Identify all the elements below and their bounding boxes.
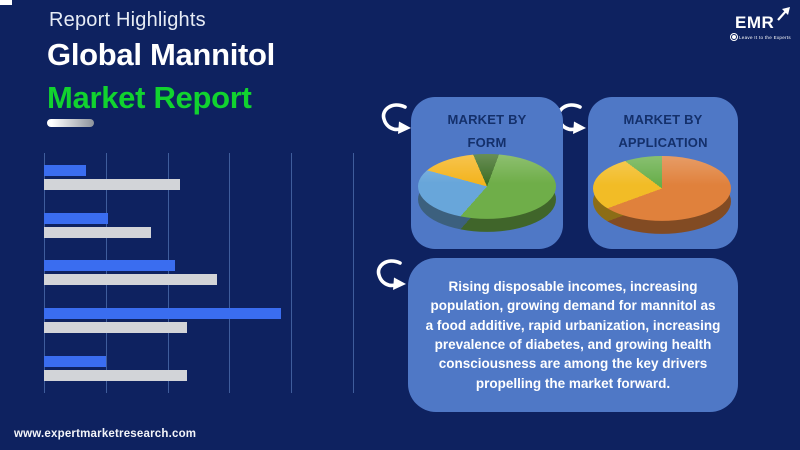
series-blue-bar: [44, 212, 109, 224]
bar-group: [44, 260, 353, 288]
series-blue-bar: [44, 165, 87, 176]
form-pie-chart: [418, 154, 556, 236]
series-gray-bar: [44, 369, 188, 381]
bar-group: [44, 308, 353, 336]
bar-chart: [44, 153, 354, 393]
series-blue-bar: [44, 260, 176, 272]
series-gray-bar: [44, 179, 180, 190]
cycle-arrow-icon: [376, 259, 406, 290]
application-pie-chart: [593, 156, 731, 238]
form-pie-top: [418, 154, 556, 219]
logo-up-arrow-icon: [777, 7, 790, 21]
report-eyebrow: Report Highlights: [49, 9, 206, 31]
application-pie-top: [593, 156, 731, 221]
bar-group: [44, 355, 353, 384]
page-title-line1: Global Mannitol: [47, 37, 275, 72]
series-gray-bar: [44, 322, 188, 334]
gridline: [353, 153, 354, 393]
page-title-line2: Market Report: [47, 80, 252, 115]
gridline: [105, 153, 107, 393]
gridline: [167, 153, 169, 393]
gridline: [44, 153, 45, 393]
series-blue-bar: [44, 355, 106, 367]
key-drivers-text: Rising disposable incomes, increasing po…: [425, 279, 721, 391]
series-gray-bar: [44, 226, 151, 238]
gridline: [291, 153, 293, 393]
key-drivers-callout: Rising disposable incomes, increasing po…: [408, 258, 738, 412]
emr-tagline: Leave It to the Experts: [730, 33, 791, 41]
logo-dot-icon: [730, 33, 738, 41]
gridline: [229, 153, 231, 393]
cycle-arrow-icon: [381, 103, 411, 134]
bar-group: [44, 165, 353, 193]
corner-notch: [0, 0, 12, 5]
title-underline: [47, 119, 94, 127]
series-gray-bar: [44, 274, 218, 286]
emr-logo: EMR Leave It to the Experts: [730, 7, 791, 43]
series-blue-bar: [44, 308, 282, 320]
bar-group: [44, 212, 353, 241]
footer-link[interactable]: www.expertmarketresearch.com: [14, 428, 197, 440]
market-by-application-title: MARKET BY APPLICATION: [618, 112, 708, 151]
emr-logo-text: EMR: [735, 13, 775, 32]
market-by-form-card: MARKET BY FORM: [411, 97, 563, 249]
market-by-application-card: MARKET BY APPLICATION: [588, 97, 738, 249]
market-by-form-title: MARKET BY FORM: [447, 112, 527, 151]
